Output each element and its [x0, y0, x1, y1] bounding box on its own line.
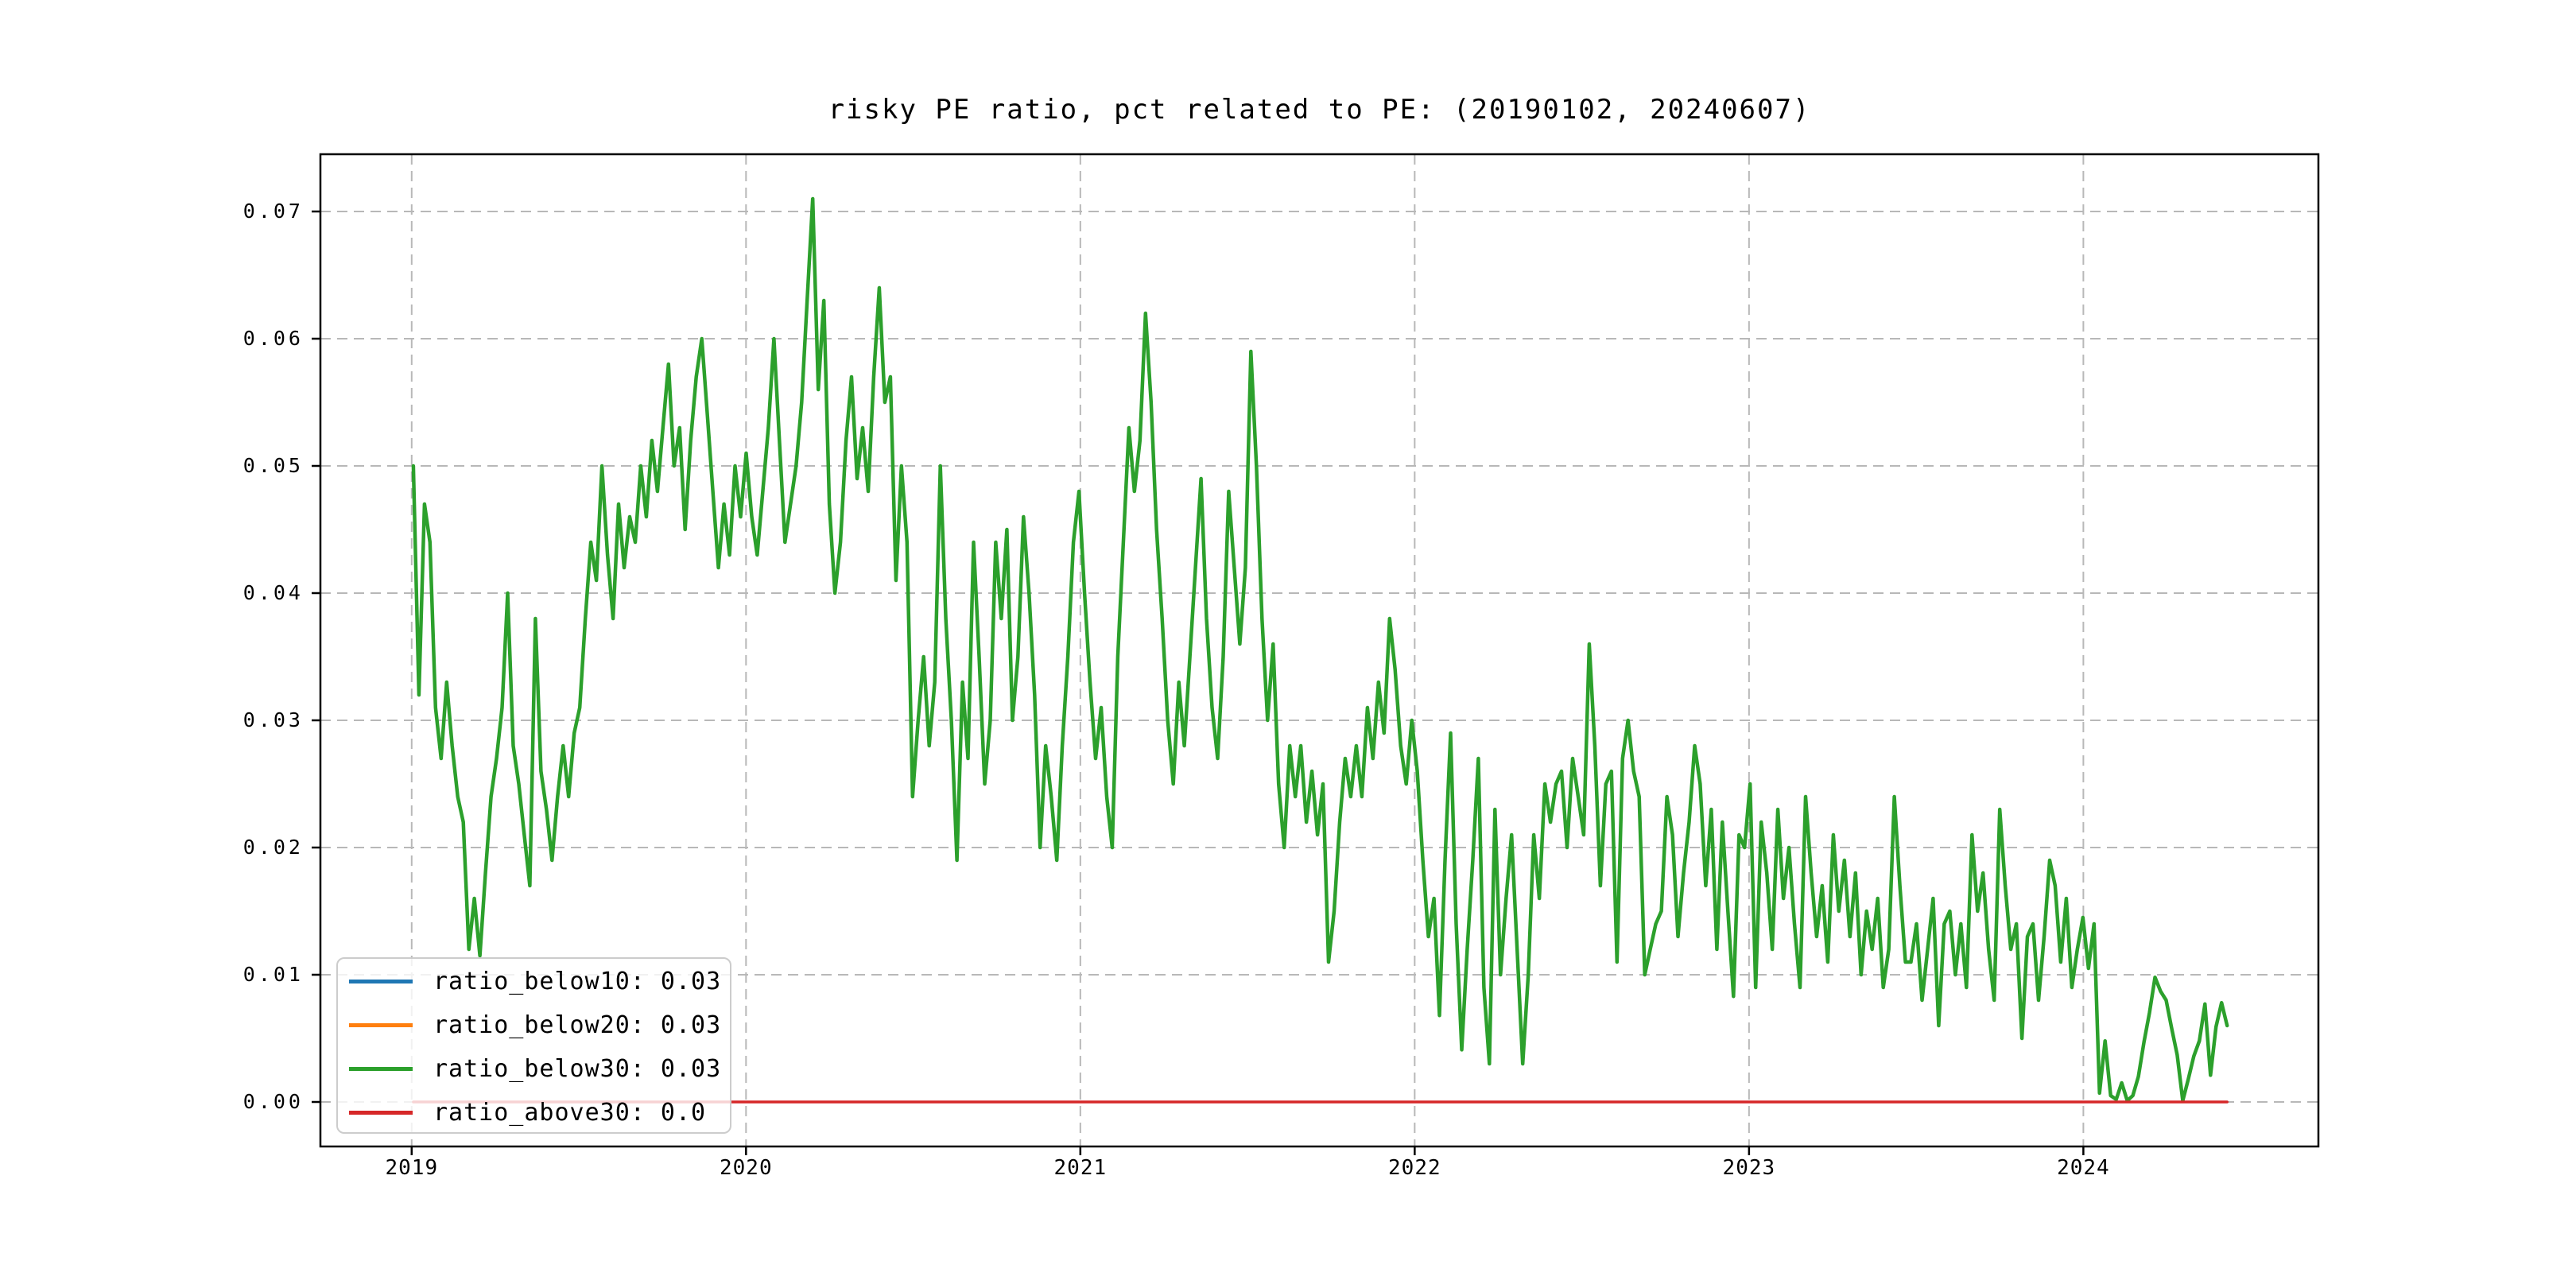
- legend-item-ratio_below20: ratio_below20: 0.03: [338, 1003, 730, 1047]
- y-axis-tick-label: 0.06: [242, 327, 304, 350]
- legend-label: ratio_below20: 0.03: [433, 1011, 722, 1039]
- x-axis-tick-label: 2024: [2057, 1156, 2110, 1180]
- y-axis-tick-label: 0.04: [242, 581, 304, 604]
- legend: ratio_below10: 0.03 ratio_below20: 0.03 ra…: [336, 957, 731, 1134]
- x-axis-tick-label: 2022: [1388, 1156, 1441, 1180]
- y-axis-tick-label: 0.01: [242, 963, 304, 986]
- y-axis-tick-label: 0.02: [242, 836, 304, 859]
- x-axis-tick-label: 2023: [1722, 1156, 1776, 1180]
- legend-item-ratio_above30: ratio_above30: 0.0: [338, 1091, 730, 1135]
- y-axis-tick-label: 0.07: [242, 200, 304, 223]
- legend-line-sample-ratio_below10: [349, 980, 413, 983]
- legend-line-sample-ratio_below20: [349, 1023, 413, 1027]
- legend-item-ratio_below10: ratio_below10: 0.03: [338, 960, 730, 1003]
- chart-title: risky PE ratio, pct related to PE: (2019…: [828, 94, 1811, 126]
- series-line-ratio_below30: [411, 196, 2229, 1103]
- y-axis-tick-label: 0.00: [242, 1090, 304, 1113]
- plot-border: [319, 153, 2320, 1148]
- legend-line-sample-ratio_above30: [349, 1111, 413, 1115]
- legend-label: ratio_above30: 0.0: [433, 1099, 707, 1127]
- x-axis-tick-label: 2019: [385, 1156, 439, 1180]
- legend-item-ratio_below30: ratio_below30: 0.03: [338, 1047, 730, 1091]
- x-axis-tick-label: 2021: [1053, 1156, 1108, 1180]
- legend-label: ratio_below30: 0.03: [433, 1055, 722, 1083]
- y-axis-tick-label: 0.03: [242, 708, 304, 731]
- legend-label: ratio_below10: 0.03: [433, 968, 722, 995]
- legend-line-sample-ratio_below30: [349, 1067, 413, 1071]
- y-axis-tick-label: 0.05: [242, 454, 304, 477]
- x-axis-tick-label: 2020: [720, 1156, 773, 1180]
